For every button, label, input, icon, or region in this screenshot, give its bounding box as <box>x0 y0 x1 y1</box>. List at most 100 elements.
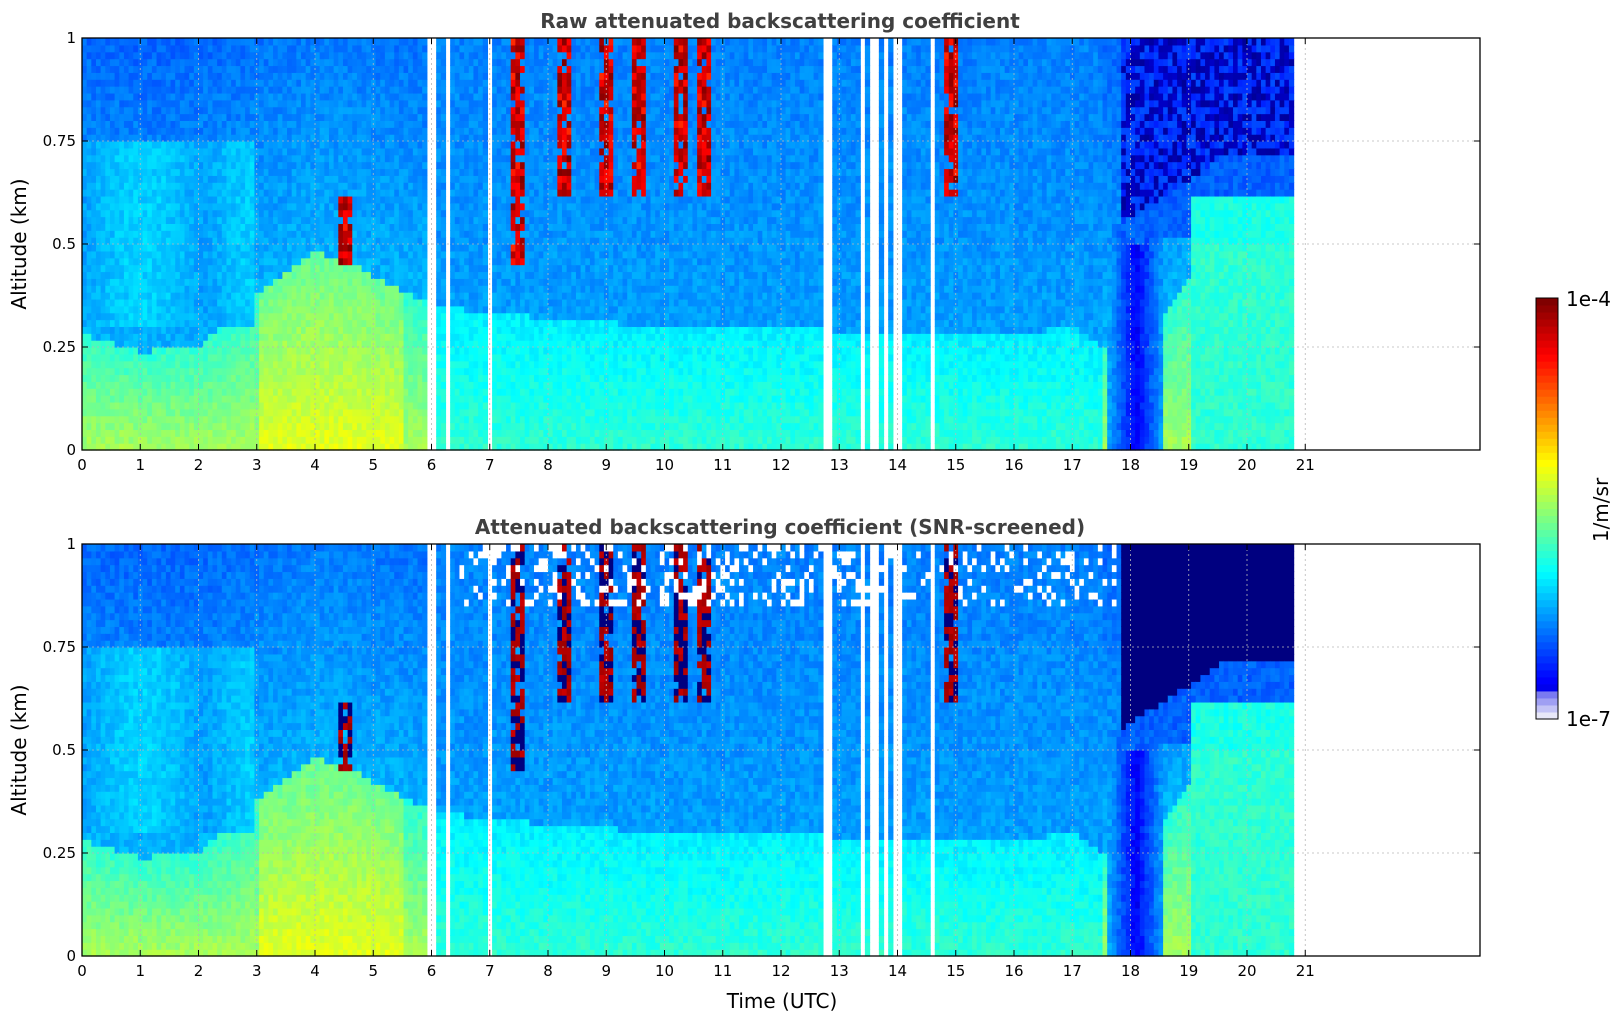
heatmap-cell <box>464 72 469 79</box>
heatmap-cell <box>217 388 222 395</box>
heatmap-cell <box>357 141 362 148</box>
heatmap-cell <box>268 230 273 237</box>
heatmap-cell <box>404 189 409 196</box>
heatmap-cell <box>352 100 357 107</box>
heatmap-cell <box>338 251 343 258</box>
heatmap-cell <box>273 292 278 299</box>
heatmap-cell <box>334 251 339 258</box>
heatmap-cell <box>180 79 185 86</box>
heatmap-cell <box>226 258 231 265</box>
heatmap-cell <box>166 127 171 134</box>
heatmap-cell <box>161 381 166 388</box>
heatmap-cell <box>115 271 120 278</box>
heatmap-cell <box>82 93 87 100</box>
heatmap-cell <box>245 100 250 107</box>
heatmap-cell <box>245 326 250 333</box>
heatmap-cell <box>376 258 381 265</box>
heatmap-cell <box>408 230 413 237</box>
heatmap-cell <box>315 347 320 354</box>
heatmap-cell <box>292 148 297 155</box>
heatmap-cell <box>212 251 217 258</box>
heatmap-cell <box>334 148 339 155</box>
heatmap-cell <box>166 429 171 436</box>
heatmap-cell <box>180 333 185 340</box>
heatmap-cell <box>357 175 362 182</box>
heatmap-cell <box>357 162 362 169</box>
heatmap-cell <box>133 395 138 402</box>
heatmap-cell <box>157 141 162 148</box>
heatmap-cell <box>157 271 162 278</box>
heatmap-cell <box>185 217 190 224</box>
heatmap-cell <box>376 45 381 52</box>
heatmap-cell <box>203 148 208 155</box>
heatmap-cell <box>199 271 204 278</box>
heatmap-cell <box>273 429 278 436</box>
heatmap-cell <box>226 223 231 230</box>
heatmap-cell <box>101 299 106 306</box>
heatmap-cell <box>390 361 395 368</box>
heatmap-cell <box>87 258 92 265</box>
heatmap-cell <box>105 148 110 155</box>
heatmap-cell <box>171 244 176 251</box>
heatmap-cell <box>450 127 455 134</box>
heatmap-cell <box>268 354 273 361</box>
heatmap-cell <box>450 196 455 203</box>
heatmap-cell <box>166 196 171 203</box>
heatmap-cell <box>315 162 320 169</box>
heatmap-cell <box>334 368 339 375</box>
heatmap-cell <box>82 223 87 230</box>
heatmap-cell <box>385 409 390 416</box>
heatmap-cell <box>473 416 478 423</box>
heatmap-cell <box>96 107 101 114</box>
heatmap-cell <box>436 299 441 306</box>
heatmap-cell <box>334 416 339 423</box>
heatmap-cell <box>143 162 148 169</box>
heatmap-cell <box>133 292 138 299</box>
heatmap-cell <box>338 306 343 313</box>
heatmap-cell <box>82 354 87 361</box>
heatmap-cell <box>254 381 259 388</box>
heatmap-cell <box>441 436 446 443</box>
heatmap-cell <box>87 354 92 361</box>
heatmap-cell <box>199 340 204 347</box>
heatmap-cell <box>455 93 460 100</box>
heatmap-cell <box>301 306 306 313</box>
heatmap-cell <box>357 251 362 258</box>
heatmap-cell <box>418 65 423 72</box>
heatmap-cell <box>199 320 204 327</box>
heatmap-cell <box>418 265 423 272</box>
heatmap-cell <box>105 52 110 59</box>
heatmap-cell <box>217 368 222 375</box>
heatmap-cell <box>394 86 399 93</box>
heatmap-cell <box>404 423 409 430</box>
heatmap-cell <box>105 299 110 306</box>
heatmap-cell <box>203 72 208 79</box>
heatmap-cell <box>175 93 180 100</box>
heatmap-cell <box>138 271 143 278</box>
heatmap-cell <box>455 251 460 258</box>
heatmap-cell <box>268 59 273 66</box>
heatmap-cell <box>212 65 217 72</box>
heatmap-cell <box>217 196 222 203</box>
heatmap-cell <box>385 210 390 217</box>
heatmap-cell <box>399 196 404 203</box>
heatmap-cell <box>362 251 367 258</box>
heatmap-cell <box>236 271 241 278</box>
heatmap-cell <box>199 127 204 134</box>
heatmap-cell <box>315 244 320 251</box>
heatmap-cell <box>208 107 213 114</box>
heatmap-cell <box>422 223 427 230</box>
heatmap-cell <box>357 148 362 155</box>
heatmap-cell <box>385 155 390 162</box>
heatmap-cell <box>268 168 273 175</box>
heatmap-cell <box>264 148 269 155</box>
heatmap-cell <box>348 251 353 258</box>
heatmap-cell <box>222 354 227 361</box>
heatmap-cell <box>292 72 297 79</box>
heatmap-cell <box>296 409 301 416</box>
heatmap-cell <box>264 306 269 313</box>
heatmap-cell <box>236 45 241 52</box>
heatmap-cell <box>315 326 320 333</box>
heatmap-cell <box>352 107 357 114</box>
heatmap-cell <box>87 114 92 121</box>
